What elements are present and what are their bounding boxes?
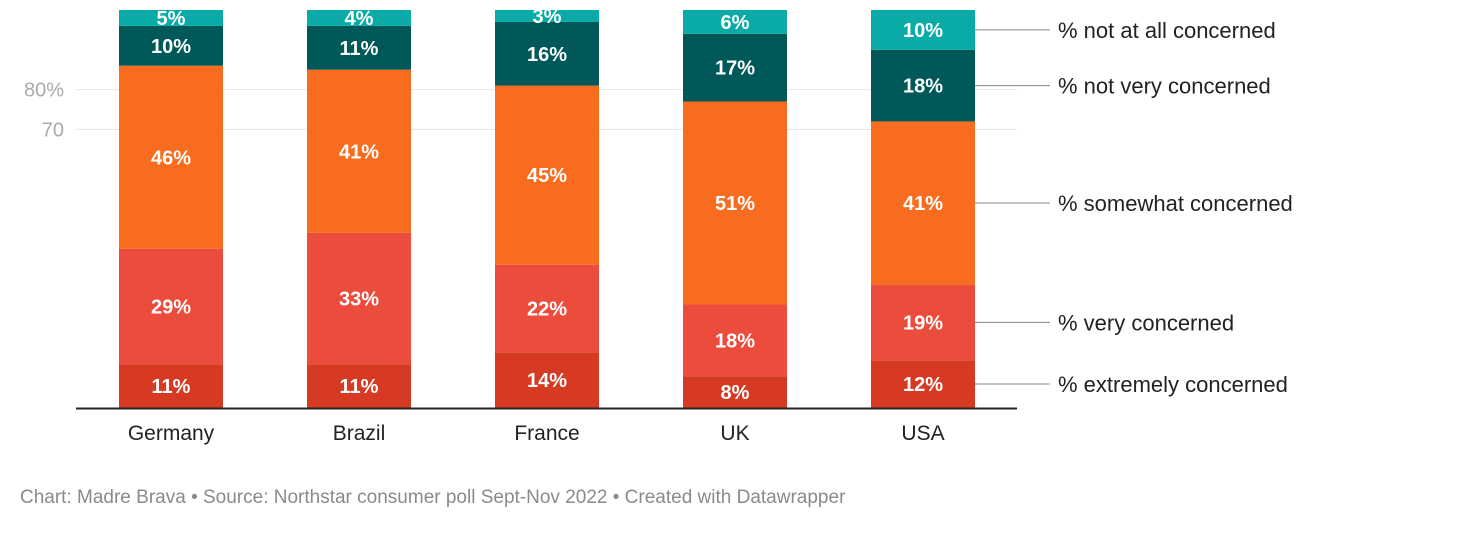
data-label: 3% [533,6,562,28]
data-label: 46% [151,147,191,169]
bar-segment [307,25,411,70]
y-tick-label: 70 [42,119,64,141]
stacked-bar-chart: 70 80% 11% 29% 46% 10% 5% 11% 33% 41% 11% 4% 14% 22%… [23,6,1293,445]
legend-item: % extremely concerned [1058,372,1288,397]
bar-segment [119,10,223,26]
data-label: 8% [721,382,750,404]
data-label: 5% [157,8,186,30]
legend-item: % not at all concerned [1058,18,1276,43]
data-label: 11% [152,376,191,398]
data-label: 51% [715,193,755,215]
bar-segment [119,65,223,249]
bar-segment [683,304,787,377]
data-label: 10% [151,36,191,58]
data-label: 18% [715,330,755,352]
bar-segment [119,248,223,365]
data-label: 45% [527,165,567,187]
y-tick-label: 80% [24,80,64,102]
data-label: 6% [721,12,750,34]
bar-segment [683,33,787,102]
bar-segment [871,121,975,285]
bar-segment [495,21,599,86]
x-tick-label: Brazil [333,422,386,445]
data-label: 10% [903,20,943,42]
data-label: 14% [527,370,567,392]
bars: 11% 29% 46% 10% 5% 11% 33% 41% 11% 4% 14% 22% 45% 16%… [119,6,975,408]
x-axis: Germany Brazil France UK USA [76,407,1017,445]
bar-segment [119,364,223,408]
legend: % extremely concerned % very concerned % s… [975,18,1293,397]
data-label: 41% [903,193,943,215]
bar-segment [871,284,975,361]
data-label: 16% [527,44,567,66]
legend-item: % very concerned [1058,310,1234,335]
data-label: 19% [903,312,943,334]
bar-segment [871,49,975,122]
legend-item: % somewhat concerned [1058,191,1293,216]
x-tick-label: France [514,422,579,445]
bar-segment [495,352,599,408]
bar-segment [307,69,411,233]
x-tick-label: Germany [128,422,215,445]
bar-segment [495,85,599,265]
bar-segment [307,10,411,26]
bar-segment [871,10,975,50]
data-label: 22% [527,299,567,321]
x-tick-label: UK [720,422,749,445]
bar-segment [495,264,599,353]
data-label: 33% [339,289,379,311]
legend-item: % not very concerned [1058,74,1271,99]
bar-segment [307,232,411,365]
chart-footer: Chart: Madre Brava • Source: Northstar c… [20,487,846,508]
bar-segment [683,101,787,305]
data-label: 17% [715,58,755,80]
data-label: 18% [903,76,943,98]
data-label: 11% [340,38,379,60]
data-label: 4% [345,8,374,30]
bar-segment [871,360,975,408]
bar-segment [683,376,787,408]
data-label: 12% [903,374,943,396]
data-label: 29% [151,297,191,319]
data-label: 11% [340,376,379,398]
bar-segment [683,10,787,34]
x-tick-label: USA [901,422,944,445]
bar-segment [495,10,599,22]
bar-segment [307,364,411,408]
bar-segment [119,25,223,66]
data-label: 41% [339,141,379,163]
